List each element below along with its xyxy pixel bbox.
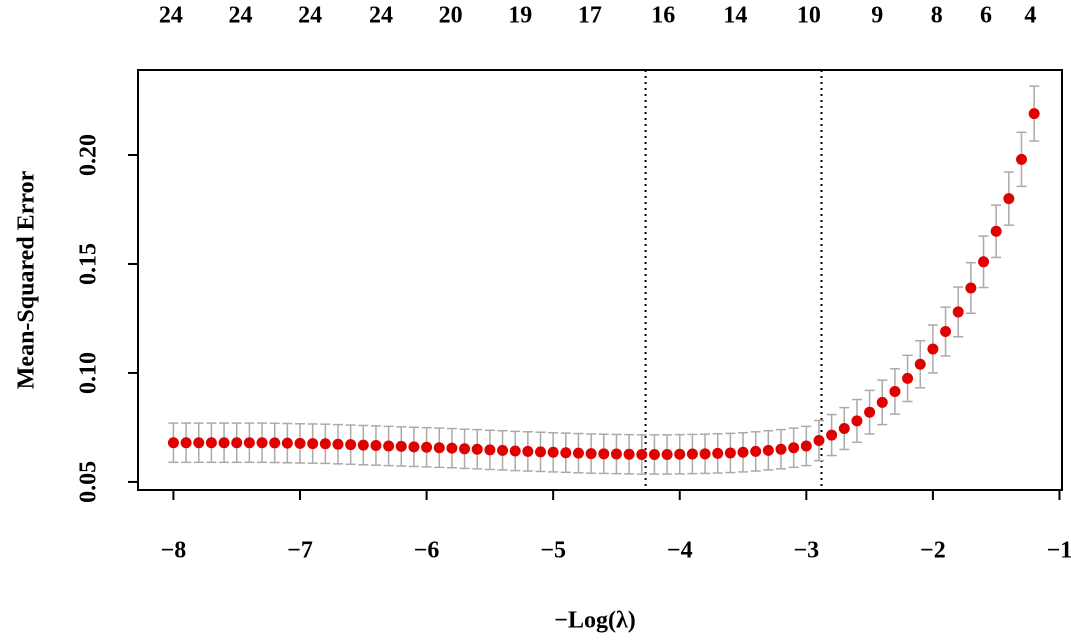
- point: [1003, 193, 1015, 205]
- point: [978, 256, 990, 268]
- point: [826, 429, 838, 441]
- top-axis-label: 24: [159, 3, 183, 29]
- point: [914, 358, 926, 370]
- point: [851, 415, 863, 427]
- point: [990, 225, 1002, 237]
- point: [484, 444, 496, 456]
- x-tick-label: −4: [667, 538, 693, 564]
- point: [332, 438, 344, 450]
- x-tick-label: −7: [287, 538, 313, 564]
- top-axis-label: 10: [797, 3, 821, 29]
- point: [509, 445, 521, 457]
- point: [800, 440, 812, 452]
- point: [231, 437, 243, 449]
- point: [699, 448, 711, 460]
- top-axis-label: 14: [723, 3, 747, 29]
- x-tick-label: −3: [793, 538, 819, 564]
- point: [383, 440, 395, 452]
- plot-frame: [137, 69, 1063, 491]
- x-tick-label: −6: [414, 538, 440, 564]
- point: [927, 343, 939, 355]
- point: [560, 447, 572, 459]
- x-tick-label: −8: [161, 538, 187, 564]
- point: [421, 441, 433, 453]
- point: [838, 423, 850, 435]
- point: [952, 306, 964, 318]
- top-axis-label: 9: [871, 3, 883, 29]
- point: [205, 437, 217, 449]
- point: [446, 442, 458, 454]
- point: [522, 445, 534, 457]
- y-tick-label: 0.20: [76, 134, 102, 176]
- point: [813, 435, 825, 447]
- top-axis-label: 19: [508, 3, 532, 29]
- y-axis-label: Mean-Squared Error: [14, 170, 40, 389]
- point: [598, 448, 610, 460]
- point: [395, 440, 407, 452]
- point: [902, 372, 914, 384]
- point: [762, 444, 774, 456]
- point: [167, 437, 179, 449]
- point: [243, 437, 255, 449]
- point: [180, 437, 192, 449]
- point: [345, 439, 357, 451]
- point: [1028, 108, 1040, 120]
- point: [1015, 153, 1027, 165]
- point: [636, 448, 648, 460]
- x-tick-label: −5: [540, 538, 566, 564]
- point: [940, 326, 952, 338]
- point: [535, 446, 547, 458]
- point: [471, 443, 483, 455]
- point: [750, 445, 762, 457]
- point: [661, 448, 673, 460]
- point: [623, 448, 635, 460]
- x-tick-label: −1: [1047, 538, 1071, 564]
- point: [674, 448, 686, 460]
- y-tick-label: 0.10: [76, 352, 102, 394]
- point: [864, 406, 876, 418]
- top-axis-label: 20: [439, 3, 463, 29]
- point: [294, 437, 306, 449]
- point: [686, 448, 698, 460]
- point: [281, 437, 293, 449]
- point: [408, 441, 420, 453]
- point: [269, 437, 281, 449]
- point: [775, 443, 787, 455]
- point: [370, 440, 382, 452]
- point: [433, 442, 445, 454]
- top-axis-label: 17: [578, 3, 602, 29]
- point: [724, 447, 736, 459]
- y-tick-label: 0.05: [76, 461, 102, 503]
- point: [319, 438, 331, 450]
- top-axis-label: 24: [298, 3, 322, 29]
- y-tick-label: 0.15: [76, 243, 102, 285]
- point: [712, 447, 724, 459]
- x-axis-label: −Log(λ): [554, 608, 635, 634]
- point: [876, 396, 888, 408]
- point: [357, 439, 369, 451]
- point: [737, 446, 749, 458]
- point: [610, 448, 622, 460]
- top-axis-label: 4: [1024, 3, 1036, 29]
- point: [648, 448, 660, 460]
- x-tick-label: −2: [920, 538, 946, 564]
- point: [547, 446, 559, 458]
- top-axis-label: 24: [229, 3, 253, 29]
- point: [889, 385, 901, 397]
- point: [459, 443, 471, 455]
- top-axis-label: 16: [651, 3, 675, 29]
- point: [585, 448, 597, 460]
- point: [572, 447, 584, 459]
- top-axis-label: 6: [980, 3, 992, 29]
- point: [256, 437, 268, 449]
- point: [307, 438, 319, 450]
- point: [193, 437, 205, 449]
- top-axis-label: 8: [931, 3, 943, 29]
- point: [218, 437, 230, 449]
- point: [497, 444, 509, 456]
- point: [965, 282, 977, 294]
- top-axis-label: 24: [369, 3, 393, 29]
- point: [788, 442, 800, 454]
